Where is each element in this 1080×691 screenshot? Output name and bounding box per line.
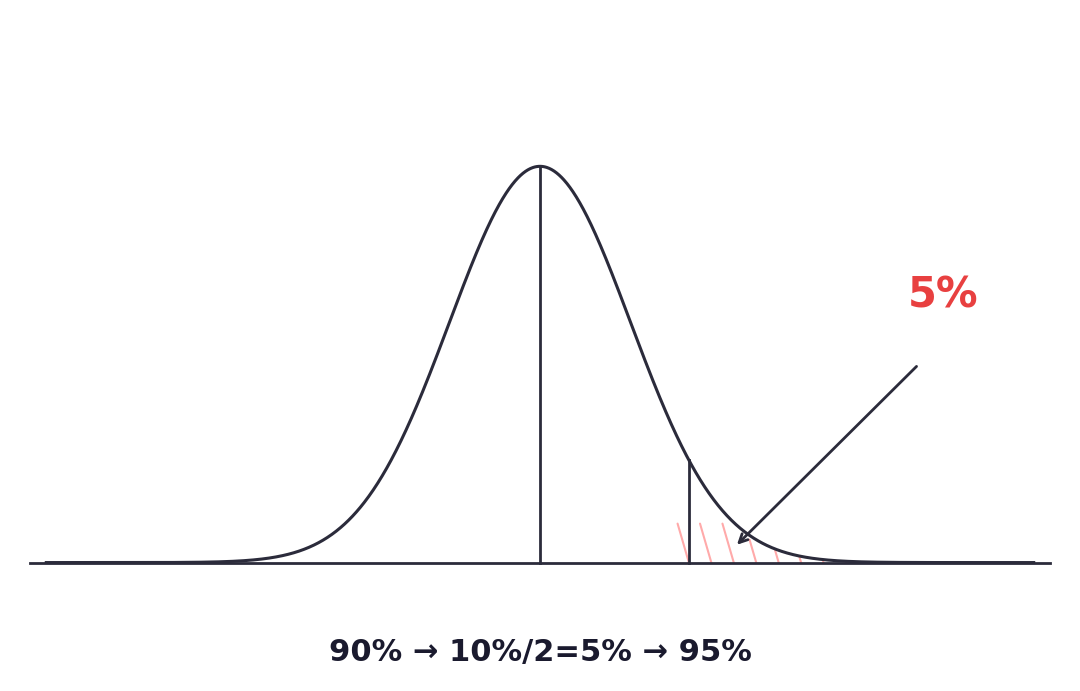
Text: 90% → 10%/2=5% → 95%: 90% → 10%/2=5% → 95%: [328, 638, 752, 668]
Text: 5%: 5%: [908, 275, 978, 317]
